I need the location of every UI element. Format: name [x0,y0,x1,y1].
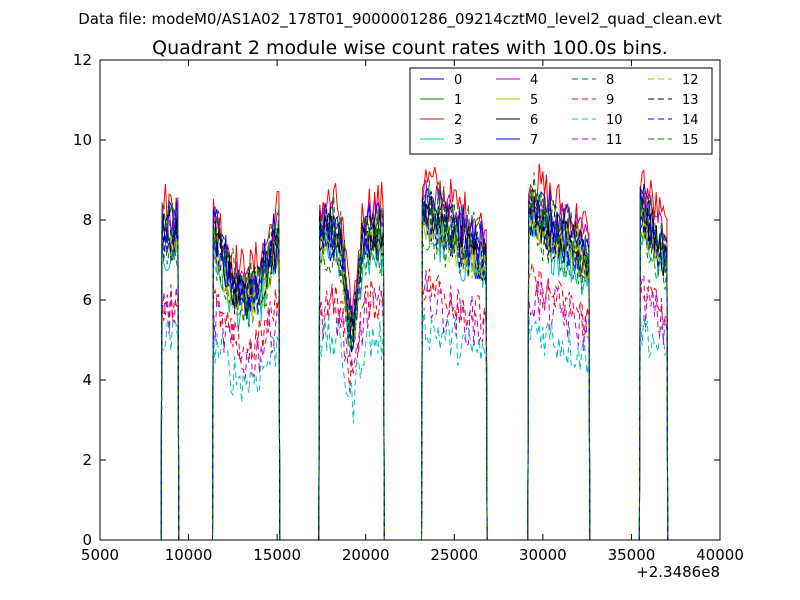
legend-label-7: 7 [530,133,538,148]
series-line-4 [160,179,669,540]
x-tick-label: 5000 [81,546,119,564]
y-tick-label: 12 [73,51,92,69]
y-tick-label: 10 [73,131,92,149]
legend-label-6: 6 [530,113,538,128]
legend-label-13: 13 [682,93,699,108]
x-tick-label: 25000 [430,546,478,564]
y-tick-label: 0 [82,531,92,549]
legend-box [409,67,713,155]
series-line-10 [160,307,669,540]
x-tick-label: 30000 [519,546,567,564]
legend-label-3: 3 [454,133,462,148]
series-line-15 [160,172,669,540]
tick-layer: 5000 10000 15000 20000 25000 30000 35000 40000 0… [73,51,744,564]
series-line-9 [160,262,669,540]
legend-label-15: 15 [682,133,699,148]
x-tick-label: 10000 [165,546,213,564]
legend-label-9: 9 [606,93,614,108]
series-line-14 [160,197,669,540]
legend-label-2: 2 [454,113,462,128]
series-line-6 [160,196,669,540]
y-tick-label: 2 [82,451,92,469]
legend-label-1: 1 [454,93,462,108]
series-line-1 [160,188,669,540]
legend-label-14: 14 [682,113,699,128]
y-tick-label: 4 [82,371,92,389]
y-tick-label: 6 [82,291,92,309]
legend-label-4: 4 [530,73,538,88]
legend-label-0: 0 [454,73,462,88]
data-file-label: Data file: modeM0/AS1A02_178T01_90000012… [78,10,722,29]
chart-title: Quadrant 2 module wise count rates with … [152,37,668,59]
series-layer [160,163,669,540]
x-tick-label: 15000 [253,546,301,564]
legend-label-10: 10 [606,113,623,128]
series-line-7 [160,183,669,540]
x-offset-label: +2.3486e8 [636,563,720,581]
x-tick-label: 20000 [342,546,390,564]
x-tick-label: 40000 [696,546,744,564]
legend-label-5: 5 [530,93,538,108]
legend-label-12: 12 [682,73,699,88]
series-line-13 [160,186,669,540]
y-tick-label: 8 [82,211,92,229]
x-tick-label: 35000 [608,546,656,564]
legend-label-11: 11 [606,133,623,148]
legend-label-8: 8 [606,73,614,88]
